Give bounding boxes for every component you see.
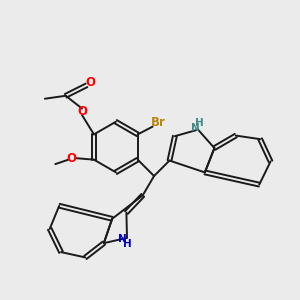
Text: Br: Br — [151, 116, 166, 129]
Text: O: O — [77, 105, 87, 118]
Text: H: H — [195, 118, 204, 128]
Text: O: O — [85, 76, 95, 89]
Text: H: H — [123, 239, 132, 249]
Text: N: N — [191, 123, 200, 133]
Text: O: O — [67, 152, 76, 165]
Text: N: N — [118, 234, 127, 244]
